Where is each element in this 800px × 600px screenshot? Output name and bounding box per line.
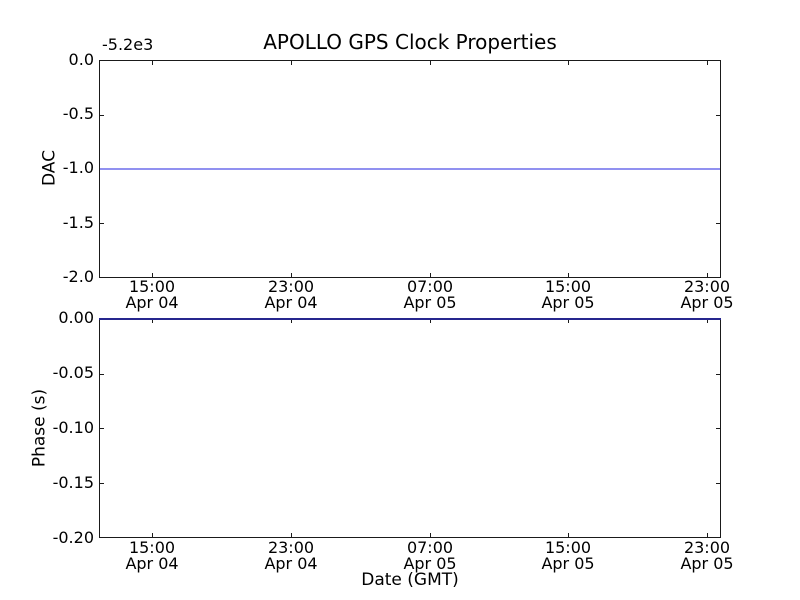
- y-tick-mark: [100, 223, 104, 224]
- x-tick-mark: [706, 61, 708, 65]
- y-tick-label: -2.0: [62, 267, 94, 286]
- y-axis-offset-text: -5.2e3: [102, 35, 154, 54]
- y-tick-mark: [100, 428, 104, 429]
- tick-date: Apr 05: [541, 553, 595, 573]
- x-tick-label: 15:00 Apr 05: [541, 540, 594, 571]
- tick-date: Apr 04: [125, 292, 179, 312]
- x-tick-mark: [290, 319, 292, 323]
- tick-date: Apr 05: [680, 292, 734, 312]
- x-tick-label: 15:00 Apr 04: [125, 540, 178, 571]
- tick-time: 23:00: [267, 538, 315, 557]
- x-tick-mark: [152, 533, 154, 537]
- x-tick-label: 07:00 Apr 05: [403, 279, 456, 310]
- x-tick-mark: [290, 533, 292, 537]
- dac-plot-area: [99, 60, 721, 278]
- tick-date: Apr 04: [264, 553, 318, 573]
- x-tick-label: 23:00 Apr 05: [680, 540, 733, 571]
- tick-time: 23:00: [683, 277, 731, 296]
- dac-data-line: [100, 168, 720, 170]
- y-tick-mark: [716, 482, 720, 484]
- y-tick-label: -0.5: [62, 104, 94, 123]
- x-tick-mark: [568, 319, 570, 323]
- tick-date: Apr 05: [541, 292, 595, 312]
- y-tick-mark: [100, 482, 104, 484]
- y-tick-label: -1.5: [62, 213, 94, 232]
- y-tick-label: -0.20: [52, 528, 94, 547]
- phase-plot-area: [99, 318, 721, 538]
- x-tick-mark: [568, 533, 570, 537]
- x-tick-label: 23:00 Apr 04: [264, 540, 317, 571]
- tick-date: Apr 04: [125, 553, 179, 573]
- x-tick-label: 15:00 Apr 04: [125, 279, 178, 310]
- tick-time: 15:00: [128, 538, 176, 557]
- x-tick-mark: [290, 61, 292, 65]
- tick-time: 23:00: [267, 277, 315, 296]
- tick-time: 15:00: [544, 277, 592, 296]
- tick-time: 07:00: [406, 277, 454, 296]
- y-tick-mark: [716, 115, 720, 116]
- x-tick-mark: [152, 273, 154, 277]
- x-tick-mark: [429, 319, 431, 323]
- x-tick-mark: [706, 319, 708, 323]
- tick-date: Apr 04: [264, 292, 318, 312]
- y-tick-label: -0.05: [52, 363, 94, 382]
- phase-data-line: [99, 318, 721, 320]
- x-tick-mark: [429, 273, 431, 277]
- y-tick-label: -0.10: [52, 418, 94, 437]
- chart-title: APOLLO GPS Clock Properties: [263, 30, 557, 54]
- x-tick-mark: [152, 61, 154, 65]
- y-tick-mark: [716, 373, 720, 375]
- x-tick-mark: [290, 273, 292, 277]
- tick-date: Apr 05: [403, 292, 457, 312]
- y-tick-label: 0.0: [68, 50, 94, 69]
- tick-time: 07:00: [406, 538, 454, 557]
- x-tick-mark: [568, 273, 570, 277]
- x-tick-mark: [706, 533, 708, 537]
- y-tick-label: 0.00: [58, 308, 94, 327]
- tick-time: 15:00: [128, 277, 176, 296]
- tick-time: 15:00: [544, 538, 592, 557]
- x-tick-mark: [706, 273, 708, 277]
- y-tick-mark: [716, 223, 720, 224]
- x-tick-label: 23:00 Apr 04: [264, 279, 317, 310]
- y-tick-label: -0.15: [52, 473, 94, 492]
- x-tick-mark: [429, 61, 431, 65]
- x-axis-label-date: Date (GMT): [361, 570, 459, 590]
- x-tick-label: 07:00 Apr 05: [403, 540, 456, 571]
- y-tick-label: -1.0: [62, 158, 94, 177]
- y-tick-mark: [716, 428, 720, 429]
- y-tick-mark: [100, 373, 104, 375]
- x-tick-mark: [429, 533, 431, 537]
- y-axis-label-phase: Phase (s): [29, 388, 50, 468]
- x-tick-label: 23:00 Apr 05: [680, 279, 733, 310]
- tick-date: Apr 05: [403, 553, 457, 573]
- x-tick-mark: [568, 61, 570, 65]
- x-tick-mark: [152, 319, 154, 323]
- tick-date: Apr 05: [680, 553, 734, 573]
- y-axis-label-dac: DAC: [39, 150, 60, 186]
- x-tick-label: 15:00 Apr 05: [541, 279, 594, 310]
- tick-time: 23:00: [683, 538, 731, 557]
- y-tick-mark: [100, 115, 104, 116]
